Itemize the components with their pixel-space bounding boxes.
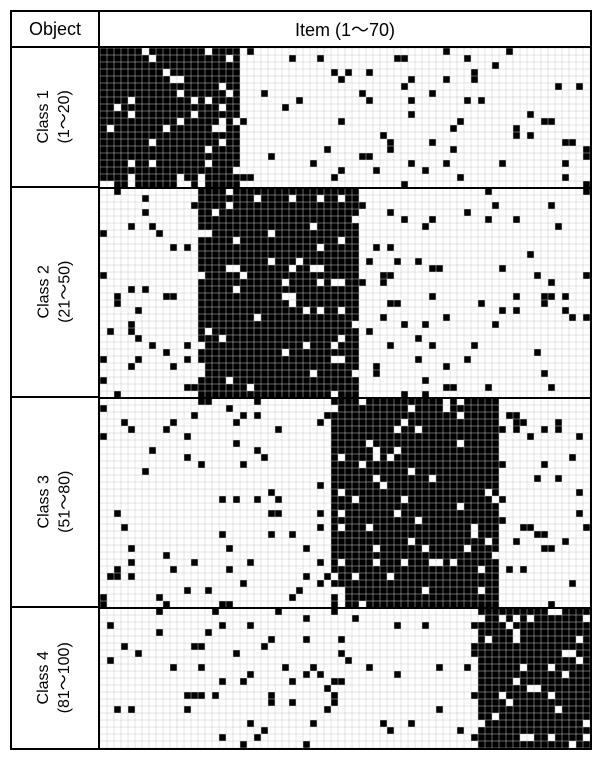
items-header: Item (1〜70) [100, 12, 590, 46]
corner-text: Object [29, 19, 81, 40]
body-row: Class 1(1〜20) Class 2(21〜50) Class 3(51〜80… [12, 48, 590, 748]
class-label-3: Class 3(51〜80) [12, 398, 98, 608]
header-row: Object Item (1〜70) [12, 12, 590, 48]
class-label-text-4: Class 4(81〜100) [34, 642, 76, 713]
corner-label: Object [12, 12, 100, 46]
class-label-4: Class 4(81〜100) [12, 608, 98, 748]
class-labels-column: Class 1(1〜20) Class 2(21〜50) Class 3(51〜80… [12, 48, 100, 748]
class-label-1: Class 1(1〜20) [12, 48, 98, 188]
class-label-text-3: Class 3(51〜80) [34, 471, 76, 533]
items-header-text: Item (1〜70) [295, 16, 395, 42]
matrix-figure: Object Item (1〜70) Class 1(1〜20) Class 2(… [10, 10, 592, 750]
grid-area [100, 48, 590, 748]
matrix-svg [100, 48, 590, 748]
class-label-2: Class 2(21〜50) [12, 188, 98, 398]
class-label-text-2: Class 2(21〜50) [34, 261, 76, 323]
class-label-text-1: Class 1(1〜20) [34, 90, 76, 143]
